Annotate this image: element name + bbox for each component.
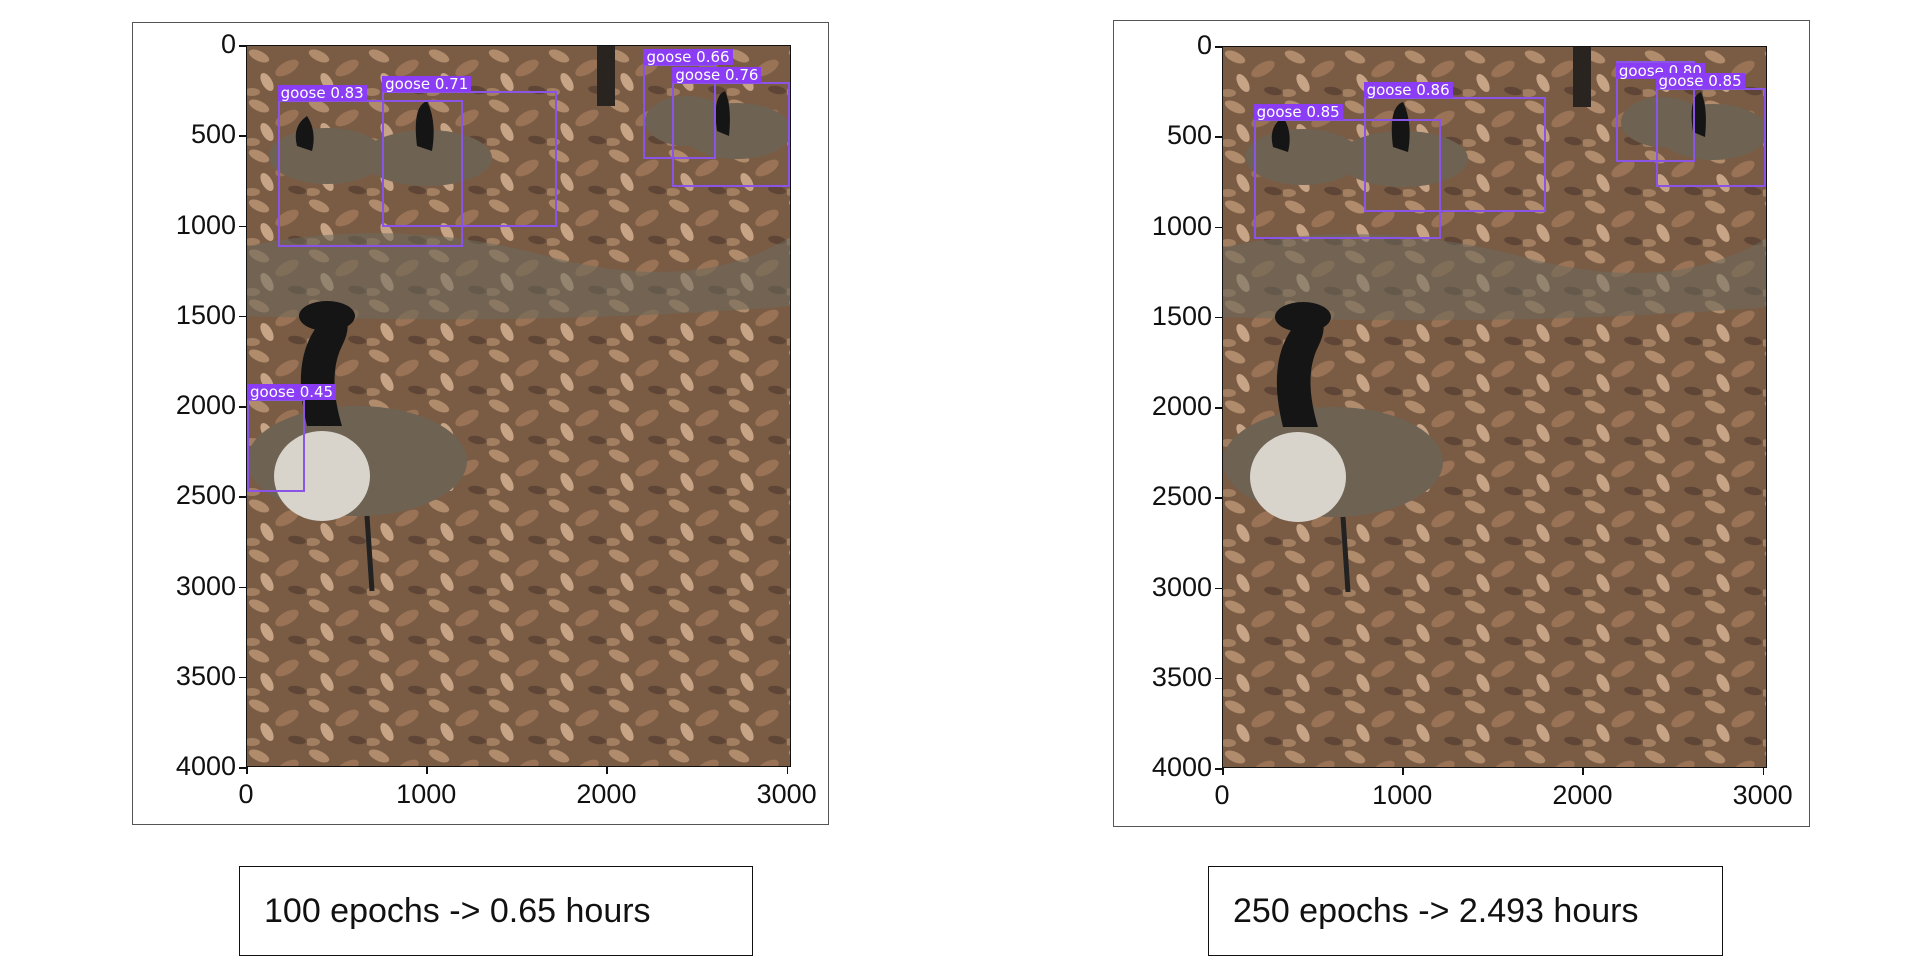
x-tick-mark <box>1222 768 1224 775</box>
y-tick-label: 1000 <box>175 209 236 240</box>
detection-box: goose 0.45 <box>247 383 337 492</box>
caption-250-epochs: 250 epochs -> 2.493 hours <box>1208 866 1723 956</box>
detection-box: goose 0.85 <box>1253 103 1442 239</box>
y-tick-label: 2500 <box>1151 481 1212 512</box>
y-tick-label: 0 <box>1196 30 1212 60</box>
goose-photo <box>1223 47 1766 767</box>
y-tick-mark <box>1215 46 1222 48</box>
caption-100-epochs: 100 epochs -> 0.65 hours <box>239 866 753 956</box>
y-tick-mark <box>239 496 246 498</box>
y-tick-label: 4000 <box>1151 752 1212 782</box>
detection-label: goose 0.66 <box>643 48 733 65</box>
x-tick-label: 0 <box>238 779 254 809</box>
x-tick-label: 2000 <box>1552 780 1613 810</box>
goose-photo <box>247 46 790 766</box>
y-tick-label: 2000 <box>175 390 236 420</box>
y-tick-label: 4000 <box>175 751 236 781</box>
y-tick-label: 3000 <box>175 570 236 601</box>
y-tick-label: 1000 <box>1151 210 1212 241</box>
x-tick-label: 1000 <box>396 779 457 809</box>
figure-panel-100-epochs: goose 0.83 goose 0.71 goose 0.66 goose 0.76… <box>132 22 829 825</box>
detection-box: goose 0.85 <box>1655 73 1766 187</box>
y-tick-mark <box>239 135 246 137</box>
y-tick-mark <box>1215 226 1222 228</box>
y-tick-mark <box>1215 316 1222 319</box>
y-tick-label: 500 <box>1166 120 1212 151</box>
detection-box: goose 0.76 <box>672 66 790 188</box>
y-tick-label: 500 <box>190 119 236 150</box>
x-tick-label: 2000 <box>576 779 637 809</box>
y-tick-label: 3500 <box>1151 661 1212 692</box>
detection-label: goose 0.76 <box>672 66 762 83</box>
y-tick-mark <box>1215 136 1222 138</box>
detection-image: goose 0.83 goose 0.71 goose 0.66 goose 0.76… <box>246 45 791 767</box>
x-tick-mark <box>786 767 789 774</box>
y-tick-mark <box>239 767 246 769</box>
detection-label: goose 0.71 <box>382 75 472 92</box>
detection-box: goose 0.83 <box>277 84 464 247</box>
x-tick-mark <box>426 767 428 774</box>
detection-image: goose 0.85 goose 0.86 goose 0.80 goose 0.85 <box>1222 46 1767 768</box>
x-tick-label: 1000 <box>1372 780 1433 810</box>
detection-label: goose 0.85 <box>1253 103 1343 120</box>
detection-label: goose 0.45 <box>247 383 337 400</box>
y-tick-mark <box>239 406 246 408</box>
detection-box: goose 0.86 <box>1363 82 1546 212</box>
y-tick-mark <box>1215 768 1222 770</box>
x-tick-label: 0 <box>1214 780 1230 810</box>
y-tick-label: 2500 <box>175 480 236 511</box>
figure-panel-250-epochs: goose 0.85 goose 0.86 goose 0.80 goose 0.85… <box>1113 20 1810 827</box>
y-tick-label: 1500 <box>1151 300 1212 331</box>
detection-label: goose 0.83 <box>277 84 367 101</box>
x-tick-mark <box>606 767 608 774</box>
x-tick-label: 3000 <box>1732 780 1793 810</box>
y-tick-label: 2000 <box>1151 391 1212 421</box>
x-tick-mark <box>1762 768 1765 775</box>
y-tick-mark <box>1215 407 1222 409</box>
detection-box: goose 0.66 <box>643 48 733 159</box>
y-tick-label: 0 <box>220 29 236 59</box>
x-tick-mark <box>246 767 248 774</box>
y-tick-label: 3000 <box>1151 571 1212 602</box>
y-tick-mark <box>1215 677 1222 680</box>
x-tick-label: 3000 <box>756 779 817 809</box>
y-tick-mark <box>1215 587 1222 589</box>
y-tick-label: 3500 <box>175 660 236 691</box>
y-tick-mark <box>239 45 246 47</box>
y-tick-mark <box>239 586 246 588</box>
y-tick-mark <box>1215 497 1222 499</box>
y-tick-mark <box>239 676 246 679</box>
detection-label: goose 0.86 <box>1363 82 1453 99</box>
y-tick-mark <box>239 225 246 227</box>
y-tick-label: 1500 <box>175 299 236 330</box>
detection-box: goose 0.71 <box>382 75 557 227</box>
x-tick-mark <box>1402 768 1404 775</box>
detection-label: goose 0.85 <box>1655 73 1745 90</box>
y-tick-mark <box>239 315 246 318</box>
x-tick-mark <box>1582 768 1584 775</box>
